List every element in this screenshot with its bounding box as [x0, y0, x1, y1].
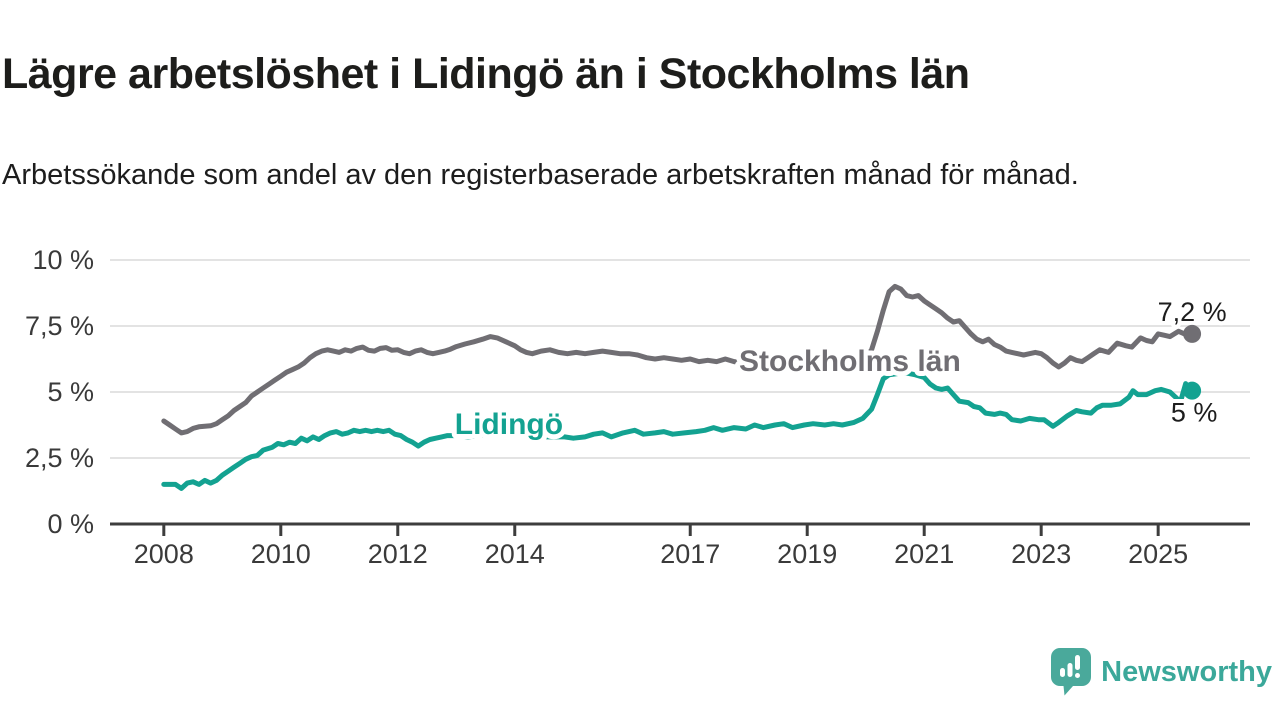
exclamation-bar	[1075, 655, 1081, 670]
series-end-value-label: 7,2 %	[1158, 297, 1227, 327]
newsworthy-brand: Newsworthy	[1051, 646, 1272, 698]
y-axis-tick-label: 5 %	[47, 377, 94, 407]
y-axis-tick-label: 7,5 %	[25, 311, 94, 341]
x-axis-tick-label: 2012	[368, 539, 428, 569]
newsworthy-speech-bubble-bar-chart-icon	[1051, 648, 1092, 696]
x-axis-tick-label: 2017	[660, 539, 720, 569]
x-axis-tick-label: 2019	[777, 539, 837, 569]
series-inline-label: Lidingö	[455, 408, 563, 441]
chart-title: Lägre arbetslöshet i Lidingö än i Stockh…	[2, 49, 970, 98]
chart-subtitle: Arbetssökande som andel av den registerb…	[2, 159, 1079, 191]
bar-medium	[1067, 663, 1073, 677]
series-line-stockholms-l-n	[161, 283, 1195, 436]
y-axis-tick-label: 10 %	[32, 245, 94, 275]
x-axis-tick-label: 2008	[134, 539, 194, 569]
series-endpoint-dot	[1183, 324, 1202, 343]
x-axis-tick-label: 2014	[485, 539, 545, 569]
series-endpoint-dot	[1183, 381, 1202, 400]
x-axis-tick-label: 2021	[894, 539, 954, 569]
bar-small	[1060, 668, 1066, 677]
x-axis-tick-label: 2025	[1128, 539, 1188, 569]
series-end-value-label: 5 %	[1171, 398, 1218, 428]
y-axis-tick-label: 2,5 %	[25, 443, 94, 473]
series-inline-label: Stockholms län	[739, 345, 961, 378]
exclamation-dot	[1075, 673, 1081, 678]
x-axis-tick-label: 2023	[1011, 539, 1071, 569]
series-line-liding-	[161, 370, 1195, 491]
y-axis-tick-label: 0 %	[47, 509, 94, 539]
brand-wordmark: Newsworthy	[1101, 655, 1272, 688]
x-axis-tick-label: 2010	[251, 539, 311, 569]
